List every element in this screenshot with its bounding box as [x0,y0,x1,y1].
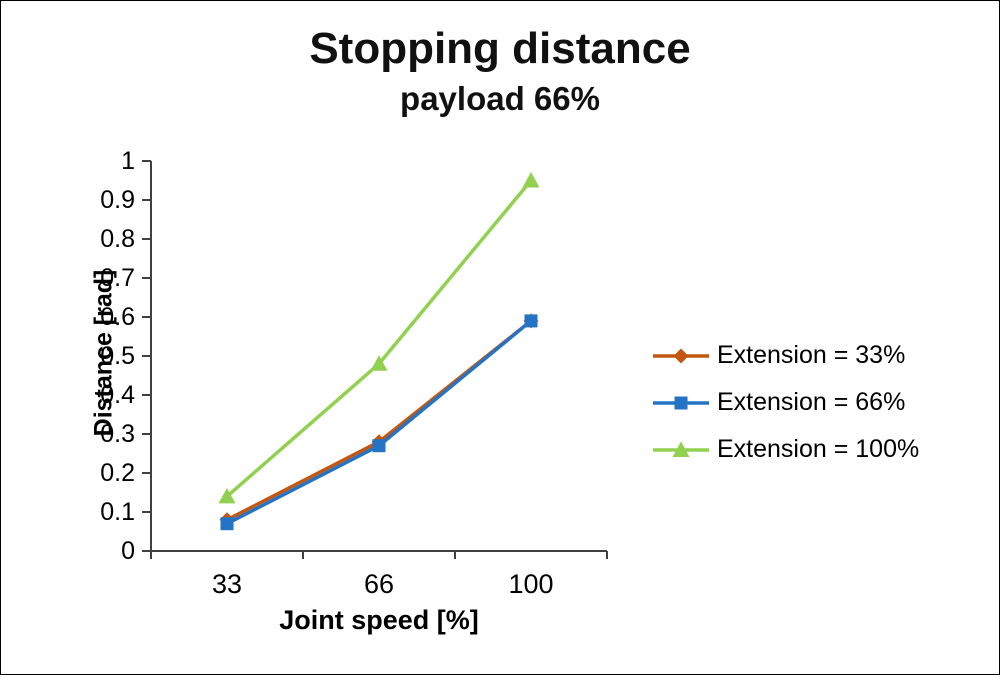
legend-marker-icon [653,396,709,409]
svg-text:0.6: 0.6 [100,303,135,331]
svg-text:0.2: 0.2 [100,459,135,487]
svg-text:33: 33 [212,569,242,599]
svg-text:1: 1 [121,147,135,175]
legend-item: Extension = 33% [653,341,919,370]
svg-text:0.9: 0.9 [100,186,135,214]
legend-marker-icon [653,348,709,363]
svg-text:0: 0 [121,537,135,565]
legend: Extension = 33% Extension = 66% Extension … [653,341,919,464]
svg-text:100: 100 [508,569,553,599]
svg-text:0.4: 0.4 [100,381,135,409]
legend-label: Extension = 66% [717,388,906,416]
chart-subtitle: payload 66% [400,80,600,117]
y-axis-title: Distance [rad] [89,269,118,437]
legend-item: Extension = 100% [653,435,919,464]
legend-item: Extension = 66% [653,388,919,417]
legend-label: Extension = 100% [717,435,920,463]
chart-title: Stopping distance [309,24,691,73]
svg-text:66: 66 [364,569,394,599]
svg-text:0.1: 0.1 [100,498,135,526]
x-axis-title: Joint speed [%] [279,605,479,635]
svg-text:0.8: 0.8 [100,225,135,253]
svg-text:0.7: 0.7 [100,264,135,292]
legend-label: Extension = 33% [717,341,906,369]
svg-text:0.3: 0.3 [100,420,135,448]
svg-text:0.5: 0.5 [100,342,135,370]
legend-marker-icon [653,441,709,457]
